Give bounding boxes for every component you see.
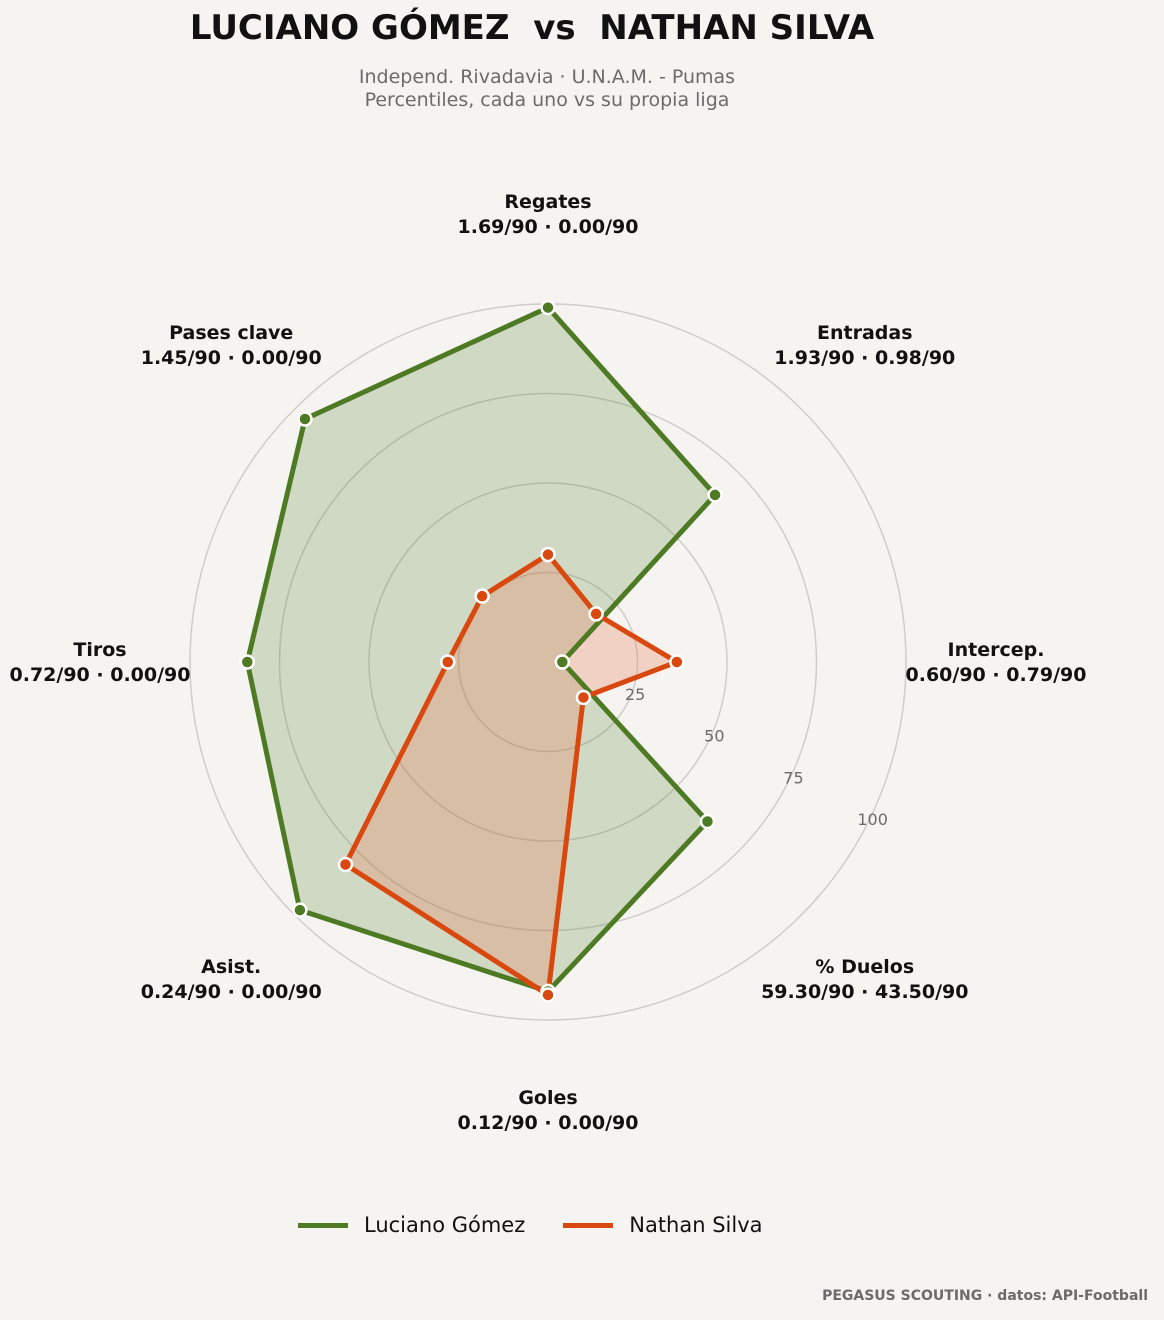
legend-label-luciano: Luciano Gómez (364, 1213, 526, 1237)
legend: Luciano Gómez Nathan Silva (298, 1208, 801, 1242)
series-1-point-4 (540, 987, 556, 1003)
series-0-point-6 (239, 654, 256, 670)
axis-value-label-4: 0.12/90 · 0.00/90 (458, 1112, 639, 1134)
radial-tick-label-25: 25 (625, 685, 645, 704)
series-0-point-3 (699, 813, 716, 830)
series-1-point-7 (474, 588, 490, 604)
footer-credit: PEGASUS SCOUTING · datos: API-Football (822, 1288, 1148, 1304)
series-0-point-2 (554, 654, 571, 670)
legend-label-nathan: Nathan Silva (629, 1213, 763, 1237)
legend-swatch-nathan (563, 1222, 614, 1228)
legend-item-luciano: Luciano Gómez (298, 1213, 525, 1237)
axis-value-label-0: 1.69/90 · 0.00/90 (458, 216, 639, 238)
axis-value-label-3: 59.30/90 · 43.50/90 (761, 981, 968, 1003)
axis-label-4: Goles (518, 1087, 577, 1109)
series-0-point-7 (297, 411, 313, 427)
axis-label-5: Asist. (201, 956, 261, 978)
axis-label-3: % Duelos (815, 956, 914, 978)
series-0-point-0 (540, 299, 556, 316)
grid-circle-25 (457, 571, 639, 753)
series-area-1 (345, 554, 677, 995)
grid-circle-75 (278, 392, 818, 932)
series-0-point-1 (707, 487, 723, 503)
subtitle-description: Percentiles, cada uno vs su propia liga (364, 89, 730, 111)
axis-value-label-1: 1.93/90 · 0.98/90 (774, 347, 955, 369)
axis-value-label-6: 0.72/90 · 0.00/90 (10, 664, 191, 686)
series-1-point-6 (440, 654, 456, 670)
axis-value-label-2: 0.60/90 · 0.79/90 (906, 664, 1087, 686)
series-1-point-5 (337, 856, 354, 873)
axis-label-1: Entradas (817, 322, 913, 344)
series-1-point-0 (540, 546, 556, 563)
axis-label-6: Tiros (73, 639, 126, 661)
axis-label-2: Intercep. (948, 639, 1045, 661)
legend-swatch-luciano (298, 1222, 348, 1228)
radial-tick-label-100: 100 (857, 810, 888, 829)
grid-circle-50 (368, 482, 728, 842)
radial-tick-label-50: 50 (704, 727, 724, 746)
series-0-point-5 (292, 902, 308, 918)
subtitle-teams: Independ. Rivadavia · U.N.A.M. - Pumas (358, 66, 736, 88)
axis-label-0: Regates (504, 191, 591, 213)
axis-value-label-5: 0.24/90 · 0.00/90 (141, 981, 322, 1003)
legend-item-nathan: Nathan Silva (563, 1213, 763, 1237)
series-1-point-3 (575, 689, 592, 706)
series-area-0 (247, 307, 716, 992)
axis-value-label-7: 1.45/90 · 0.00/90 (141, 347, 322, 369)
radial-tick-label-75: 75 (783, 768, 803, 787)
chart-subtitle: Independ. Rivadavia · U.N.A.M. - Pumas P… (0, 66, 1094, 112)
axis-label-7: Pases clave (169, 322, 293, 344)
chart-title: LUCIANO GÓMEZ vs NATHAN SILVA (189, 8, 875, 48)
series-1-point-2 (669, 654, 685, 670)
series-1-point-1 (588, 606, 604, 622)
